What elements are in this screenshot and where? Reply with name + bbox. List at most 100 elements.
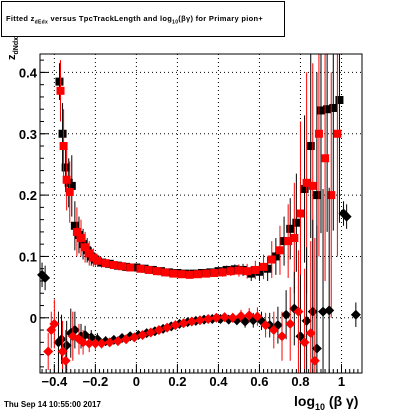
data-point [65, 188, 74, 197]
data-point [173, 269, 182, 278]
data-point [198, 269, 207, 278]
data-point [305, 328, 316, 339]
data-point [189, 269, 198, 278]
data-point [56, 86, 65, 95]
data-point [296, 209, 305, 218]
data-point [90, 338, 101, 349]
y-tick-label: 0 [30, 311, 37, 326]
data-point [132, 263, 141, 272]
data-point [281, 309, 292, 320]
plot-frame [39, 53, 363, 374]
data-point [263, 264, 272, 273]
data-point [96, 338, 107, 349]
data-point [144, 265, 153, 274]
data-point [84, 338, 95, 349]
data-point [67, 181, 76, 190]
data-point [177, 270, 186, 279]
data-point [210, 269, 219, 278]
data-point [140, 264, 149, 273]
data-point [137, 329, 148, 340]
data-point [312, 191, 321, 200]
data-point [203, 314, 214, 325]
data-point [121, 334, 132, 345]
title-suffix: (βγ) for Primary pion+ [178, 14, 264, 23]
data-series-group [37, 54, 361, 373]
data-point [219, 312, 230, 323]
data-point [284, 237, 293, 246]
x-tick-label: 0 [133, 374, 140, 389]
data-point [260, 320, 271, 331]
data-point [169, 269, 178, 278]
x-tick-label: 0.2 [168, 374, 186, 389]
data-point [170, 320, 181, 331]
data-point [309, 355, 320, 366]
data-point [58, 129, 67, 138]
title-sub-10: 10 [172, 19, 179, 26]
data-point [293, 306, 304, 317]
data-point [222, 265, 231, 274]
data-point [43, 346, 54, 357]
data-point [308, 181, 317, 190]
data-point [211, 312, 222, 323]
data-point [193, 270, 202, 279]
data-point [153, 325, 164, 336]
data-point [329, 103, 338, 112]
y-tick-label: 0.2 [19, 188, 37, 203]
x-tick-label: −0.4 [42, 374, 68, 389]
data-point [323, 105, 332, 114]
chart-title: Fitted zdEdx versus TpcTrackLength and l… [6, 14, 263, 26]
data-point [234, 266, 243, 275]
data-point [178, 318, 189, 329]
data-point [118, 262, 127, 271]
data-point [70, 221, 79, 230]
data-point [341, 211, 352, 222]
series-diamond-red [43, 238, 320, 373]
data-point [185, 270, 194, 279]
data-point [194, 315, 205, 326]
data-point [60, 355, 71, 366]
data-point [292, 218, 301, 227]
data-point [145, 327, 156, 338]
data-point [55, 77, 64, 86]
title-prefix: Fitted z [6, 14, 35, 23]
x-axis-label-main: log [294, 393, 315, 409]
data-point [122, 262, 131, 271]
x-axis-label-sub: 10 [315, 401, 326, 412]
data-point [314, 129, 323, 138]
data-point [97, 258, 106, 267]
title-middle: versus TpcTrackLength and log [48, 14, 173, 23]
data-point [214, 267, 223, 276]
x-tick-label: 1 [338, 374, 345, 389]
data-point [85, 249, 94, 258]
x-axis-label: log10 (β γ) [294, 393, 358, 412]
data-point [230, 265, 239, 274]
plot-area [40, 54, 362, 373]
data-point [40, 272, 51, 283]
data-point [327, 191, 336, 200]
data-point [300, 184, 309, 193]
x-tick-label: 0.8 [291, 374, 309, 389]
data-point [59, 142, 68, 151]
data-point [93, 256, 102, 265]
data-point [113, 261, 122, 270]
data-point [333, 129, 342, 138]
data-point [324, 305, 335, 316]
data-point [227, 312, 238, 323]
data-point [81, 243, 90, 252]
data-point [290, 234, 299, 243]
data-point [206, 268, 215, 277]
y-axis-label-main: z [6, 54, 18, 61]
x-tick-label: 0.4 [209, 374, 228, 389]
data-point [280, 237, 289, 246]
data-point [186, 316, 197, 327]
data-point [350, 309, 361, 320]
data-point [152, 267, 161, 276]
data-point [226, 267, 235, 276]
data-point [335, 96, 344, 105]
data-point [126, 263, 135, 272]
data-point [77, 234, 86, 243]
data-point [285, 318, 296, 329]
data-point [286, 224, 295, 233]
chart-title-box: Fitted zdEdx versus TpcTrackLength and l… [1, 1, 285, 37]
